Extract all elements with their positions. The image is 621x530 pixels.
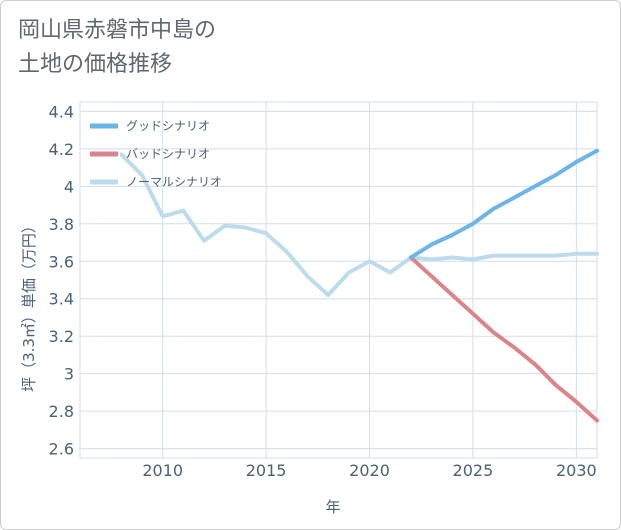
legend-item-good[interactable]: グッドシナリオ — [90, 119, 210, 133]
y-tick-label: 2.8 — [49, 402, 74, 421]
y-tick-label: 3.8 — [49, 215, 74, 234]
legend-label: バッドシナリオ — [126, 147, 210, 161]
series-layer — [119, 148, 599, 423]
y-tick-label: 3.4 — [49, 290, 74, 309]
plot-area — [79, 101, 598, 459]
bad-scenario-line — [408, 255, 599, 423]
legend-item-normal[interactable]: ノーマルシナリオ — [90, 175, 222, 189]
y-axis-label: 坪（3.3㎡）単価（万円） — [20, 218, 38, 392]
chart-title: 岡山県赤磐市中島の 土地の価格推移 — [18, 14, 216, 82]
legend-item-bad[interactable]: バッドシナリオ — [90, 147, 210, 161]
x-tick-label: 2025 — [453, 461, 494, 480]
chart-title-line-1: 岡山県赤磐市中島の — [18, 18, 217, 43]
y-tick-label: 3.6 — [49, 252, 74, 271]
y-tick-label: 4.4 — [49, 102, 74, 121]
legend-label: グッドシナリオ — [126, 119, 210, 133]
y-tick-label: 3.2 — [49, 327, 74, 346]
chart-title-line-2: 土地の価格推移 — [18, 52, 173, 77]
normal-scenario-line — [119, 152, 599, 297]
y-tick-labels: 2.6 2.8 3 3.2 3.4 3.6 3.8 4 4.2 4.4 — [49, 102, 74, 458]
x-tick-label: 2020 — [349, 461, 390, 480]
y-tick-label: 2.6 — [49, 440, 74, 459]
y-tick-label: 4 — [64, 177, 74, 196]
y-tick-label: 4.2 — [49, 140, 74, 159]
x-tick-label: 2010 — [142, 461, 183, 480]
good-scenario-line — [408, 148, 599, 260]
x-tick-label: 2015 — [246, 461, 287, 480]
x-axis-label: 年 — [325, 498, 340, 516]
x-tick-labels: 2010 2015 2020 2025 2030 — [142, 461, 596, 480]
x-tick-label: 2030 — [556, 461, 597, 480]
legend-label: ノーマルシナリオ — [126, 175, 222, 189]
y-gridlines — [80, 110, 597, 450]
y-tick-label: 3 — [64, 365, 74, 384]
